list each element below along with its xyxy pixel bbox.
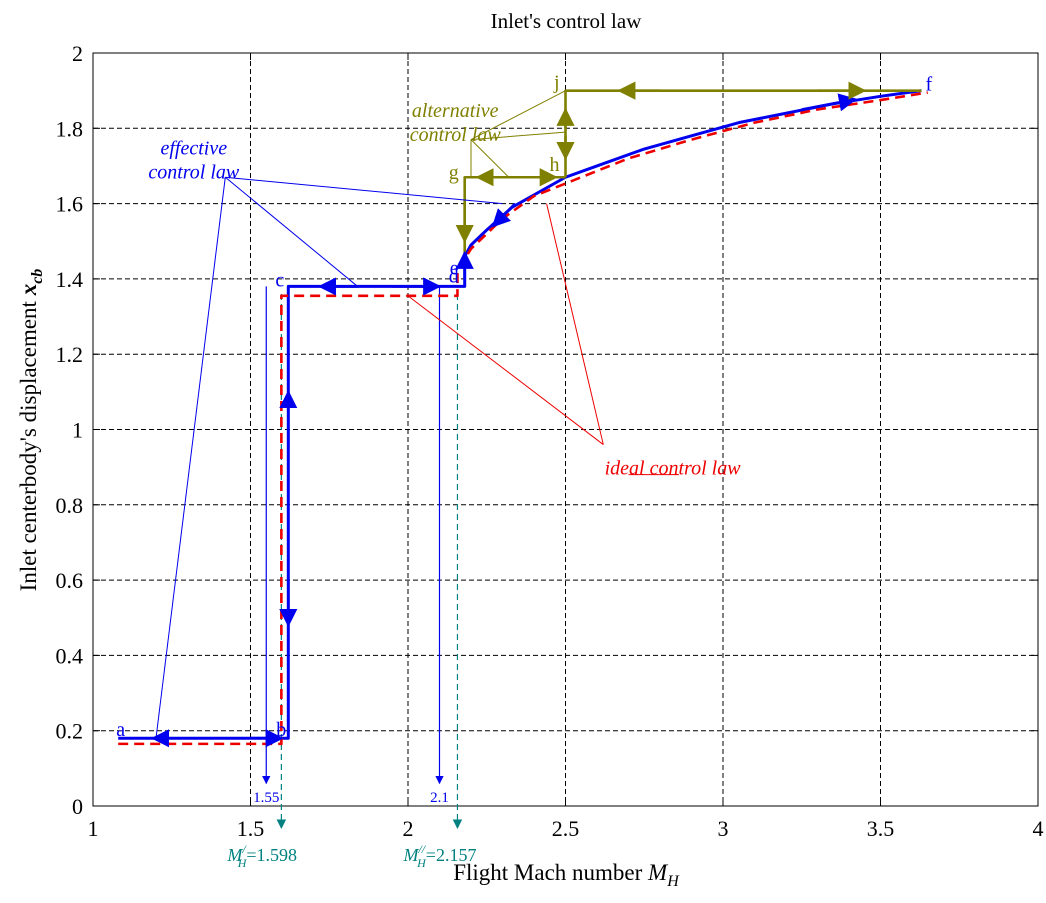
annotation-text: ideal control law <box>605 458 742 480</box>
mach-marker-symbol: M <box>226 845 243 865</box>
y-tick-label: 0 <box>72 794 83 819</box>
mach-marker-label: 2.1 <box>430 790 449 806</box>
y-tick-labels: 0 0.2 0.4 0.6 0.8 1 1.2 1.4 1.6 1.8 2 <box>56 41 84 819</box>
leader-line <box>407 295 604 445</box>
direction-arrow <box>491 202 517 228</box>
mach-markers: 1.55 2.1M/H=1.598 M//H=2.157 <box>226 286 476 870</box>
y-tick-label: 1.2 <box>56 342 84 367</box>
mach-marker-symbol: M <box>402 845 419 865</box>
point-label: j <box>553 72 560 94</box>
plot-frame <box>92 52 1039 807</box>
series <box>118 81 928 748</box>
annotation-text: effective <box>160 138 227 160</box>
mach-marker-value: =1.598 <box>246 845 297 865</box>
series-line <box>118 91 928 746</box>
point-label: b <box>276 719 286 741</box>
x-axis-label: Flight Mach number MH <box>453 860 680 890</box>
x-tick-label: 3 <box>718 816 729 841</box>
x-tick-label: 4 <box>1033 816 1044 841</box>
x-tick-label: 1 <box>88 816 99 841</box>
leader-line <box>470 139 510 178</box>
mach-marker-label: M//H=2.157 <box>402 842 476 870</box>
point-label: f <box>925 74 932 96</box>
x-tick-labels: 1 1.5 2 2.5 3 3.5 4 <box>88 816 1044 841</box>
leader-line <box>470 131 566 141</box>
chart-title: Inlet's control law <box>491 9 643 33</box>
annotation-text: alternative <box>412 100 499 122</box>
point-label: c <box>275 269 284 291</box>
mach-marker-prime: // <box>417 842 426 856</box>
y-tick-label: 1.8 <box>56 116 84 141</box>
y-tick-label: 1.6 <box>56 192 84 217</box>
annotation-text: control law <box>410 124 502 146</box>
x-tick-label: 3.5 <box>867 816 895 841</box>
point-label: e <box>450 257 459 279</box>
y-tick-label: 0.4 <box>56 643 84 668</box>
series-line <box>463 175 566 257</box>
annotation-text: control law <box>148 162 240 184</box>
leader-line <box>224 176 358 287</box>
mach-marker-label: M/H=1.598 <box>226 842 297 870</box>
direction-arrow <box>801 93 858 112</box>
point-label: g <box>449 162 459 184</box>
mach-marker-label: 1.55 <box>253 790 279 806</box>
y-tick-label: 1.4 <box>56 267 84 292</box>
mach-marker-sub: H <box>237 856 248 870</box>
y-tick-label: 0.2 <box>56 719 84 744</box>
leader-line <box>546 203 604 445</box>
y-axis-label: Inlet centerbody's displacement xcb <box>16 269 46 592</box>
y-tick-label: 0.6 <box>56 568 84 593</box>
x-tick-label: 1.5 <box>237 816 265 841</box>
y-tick-label: 1 <box>72 418 83 443</box>
y-tick-label: 2 <box>72 41 83 66</box>
point-label: a <box>116 719 125 741</box>
leader-line <box>155 177 226 739</box>
x-tick-label: 2.5 <box>552 816 580 841</box>
mach-marker-value: =2.157 <box>426 845 477 865</box>
point-labels: a b c de f g h j <box>116 72 932 742</box>
point-label: d <box>449 265 459 287</box>
y-tick-label: 0.8 <box>56 493 84 518</box>
leader-line <box>470 90 566 141</box>
mach-marker-sub: H <box>416 856 427 870</box>
x-tick-label: 2 <box>403 816 414 841</box>
mach-marker-prime: / <box>241 842 247 856</box>
leader-line <box>225 176 503 205</box>
point-label: h <box>550 154 560 176</box>
series-line <box>564 89 922 178</box>
annotation-leaders <box>155 90 679 739</box>
